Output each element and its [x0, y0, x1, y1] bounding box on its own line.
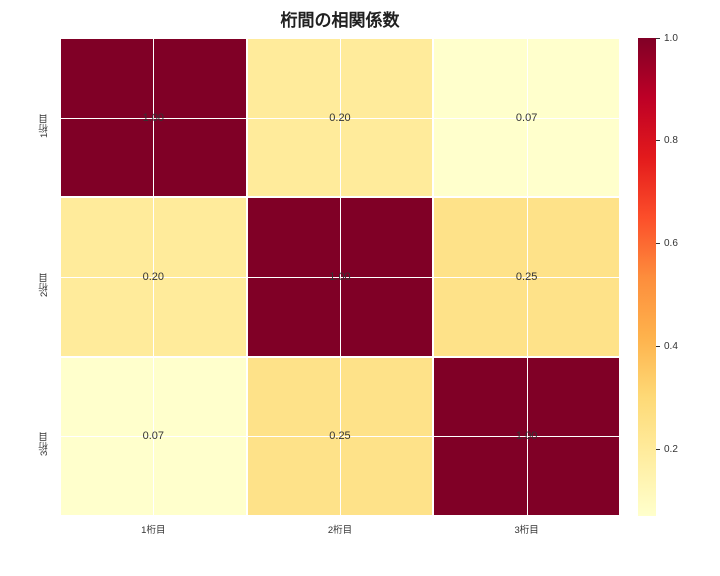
cell-value: 0.25 — [329, 430, 350, 442]
y-tick-label: 3桁目 — [38, 416, 52, 456]
y-tick-label: 1桁目 — [38, 98, 52, 138]
cell-value: 1.00 — [329, 271, 350, 283]
figure: 桁間の相関係数 1.00 0.20 0.07 0.20 1.00 0.25 0.07 0.25… — [0, 0, 720, 576]
cell-value: 0.07 — [143, 430, 164, 442]
colorbar-tick-label: 1.0 — [664, 33, 678, 44]
chart-title: 桁間の相関係数 — [60, 6, 620, 31]
x-tick-label: 2桁目 — [300, 522, 380, 536]
colorbar-tick-label: 0.6 — [664, 238, 678, 249]
colorbar: 0.20.40.60.81.0 — [638, 38, 656, 516]
x-tick-label: 3桁目 — [487, 522, 567, 536]
cell-value: 1.00 — [516, 430, 537, 442]
colorbar-tick-label: 0.8 — [664, 135, 678, 146]
y-tick-label: 2桁目 — [38, 257, 52, 297]
colorbar-tick: 0.8 — [656, 134, 678, 148]
cell-value: 0.07 — [516, 112, 537, 124]
colorbar-tick-label: 0.4 — [664, 341, 678, 352]
colorbar-tick-label: 0.2 — [664, 444, 678, 455]
cell-value: 0.20 — [143, 271, 164, 283]
x-tick-label: 1桁目 — [113, 522, 193, 536]
colorbar-tick: 0.6 — [656, 237, 678, 251]
cell-value: 1.00 — [143, 112, 164, 124]
colorbar-tick: 1.0 — [656, 31, 678, 45]
colorbar-tick: 0.4 — [656, 339, 678, 353]
heatmap-axes: 1.00 0.20 0.07 0.20 1.00 0.25 0.07 0.25 1.00 — [60, 38, 620, 516]
cell-value: 0.25 — [516, 271, 537, 283]
cell-value: 0.20 — [329, 112, 350, 124]
colorbar-gradient — [638, 38, 656, 516]
colorbar-tick: 0.2 — [656, 442, 678, 456]
